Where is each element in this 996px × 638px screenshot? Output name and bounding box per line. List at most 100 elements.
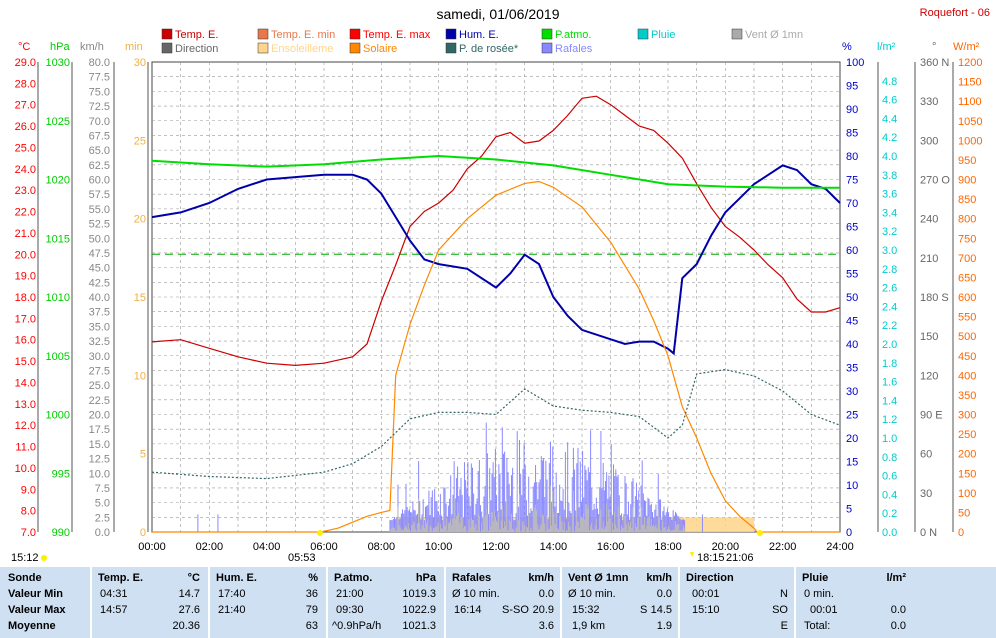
press-tick: 990 bbox=[52, 527, 70, 539]
gust-column: Rafales km/h Ø 10 min. 0.0 16:14 S-SO 20… bbox=[444, 567, 560, 638]
rain-max-value: 0.0 bbox=[890, 604, 906, 616]
solar-tick: 200 bbox=[958, 449, 976, 461]
temp-tick: 11.0 bbox=[15, 442, 36, 454]
series-line bbox=[151, 154, 840, 189]
gust-max-dir: S-SO bbox=[502, 604, 529, 616]
temp-tick: 9.0 bbox=[21, 484, 36, 496]
wind-tick: 75.0 bbox=[89, 86, 110, 98]
sunset-time: 21:06 bbox=[726, 552, 754, 564]
solar-tick: 700 bbox=[958, 253, 976, 265]
temp-tick: 28.0 bbox=[15, 78, 36, 90]
sun-tick: 5 bbox=[140, 449, 146, 461]
gust-max-value: 20.9 bbox=[532, 604, 554, 616]
time-1815: 18:15 bbox=[697, 552, 725, 564]
legend-swatch bbox=[541, 42, 553, 54]
rain-unit-cell: l/m² bbox=[886, 572, 906, 584]
chart-title: samedi, 01/06/2019 bbox=[437, 6, 560, 22]
hum-tick: 0 bbox=[846, 527, 852, 539]
gust-max-time: 16:14 bbox=[454, 604, 482, 616]
wind-tick: 50.0 bbox=[89, 233, 110, 245]
sun-tick: 10 bbox=[134, 370, 146, 382]
temp-tick: 20.0 bbox=[15, 249, 36, 261]
hum-header: Hum. E. bbox=[216, 572, 257, 584]
legend: Temp. E. Temp. E. min Temp. E. max Hum. E. P… bbox=[161, 28, 803, 55]
dir-avg-value: E bbox=[780, 620, 788, 632]
wind-max-dir: S bbox=[640, 604, 648, 616]
temp-column: Temp. E. °C 04:31 14.7 14:57 27.6 20.36 bbox=[90, 567, 208, 638]
solar-tick: 950 bbox=[958, 155, 976, 167]
hum-min-value: 36 bbox=[305, 588, 318, 600]
rain-min-label: 0 min. bbox=[804, 588, 834, 600]
wind-distance: 1,9 km bbox=[572, 620, 606, 632]
legend-swatch bbox=[349, 42, 361, 54]
row-label-avg: Moyenne bbox=[8, 620, 56, 632]
wind-header: Vent Ø 1mn bbox=[568, 572, 629, 584]
wind-column: Vent Ø 1mn km/h Ø 10 min. 0.0 15:32 S 14… bbox=[560, 567, 678, 638]
hum-tick: 40 bbox=[846, 339, 858, 351]
temp-tick: 27.0 bbox=[15, 100, 36, 112]
solar-tick: 1100 bbox=[958, 96, 982, 108]
temp-tick: 19.0 bbox=[15, 271, 36, 283]
legend-label: P. de rosée* bbox=[459, 43, 519, 55]
rain-tick: 1.8 bbox=[882, 358, 897, 370]
x-tick-label: 24:00 bbox=[826, 541, 854, 553]
solar-tick: 750 bbox=[958, 233, 976, 245]
temp-unit-cell: °C bbox=[187, 572, 200, 584]
wind-tick: 35.0 bbox=[89, 321, 110, 333]
rain-tick: 3.2 bbox=[882, 226, 897, 238]
press-max-time: 09:30 bbox=[336, 604, 364, 616]
gust-min-label: Ø 10 min. bbox=[452, 588, 500, 600]
dir-min-value: N bbox=[780, 588, 788, 600]
rain-header: Pluie bbox=[802, 572, 829, 584]
dir-max-time: 15:10 bbox=[692, 604, 720, 616]
x-tick-label: 02:00 bbox=[196, 541, 224, 553]
dir-tick: 270 O bbox=[920, 175, 950, 187]
solar-tick: 1050 bbox=[958, 116, 982, 128]
x-axis-ticks: 00:00 02:00 04:00 06:00 08:00 10:00 12:00 14:00… bbox=[138, 541, 854, 553]
wind-max-value: 14.5 bbox=[650, 604, 672, 616]
gust-avg-value: 3.6 bbox=[538, 620, 554, 632]
hum-tick: 30 bbox=[846, 386, 858, 398]
legend-label: Vent Ø 1mn bbox=[745, 29, 803, 41]
legend-label: Rafales bbox=[555, 43, 593, 55]
rain-tick: 3.8 bbox=[882, 170, 897, 182]
rain-max-time: 00:01 bbox=[810, 604, 838, 616]
dir-tick: 0 N bbox=[920, 527, 937, 539]
rain-tick: 3.0 bbox=[882, 245, 897, 257]
rain-tick: 0.2 bbox=[882, 508, 897, 520]
temp-tick: 23.0 bbox=[15, 185, 36, 197]
press-trend: ^0.9hPa/h bbox=[332, 620, 382, 632]
sunrise-icon bbox=[317, 530, 323, 536]
marker-icon bbox=[690, 552, 694, 557]
gust-min-value: 0.0 bbox=[538, 588, 554, 600]
hum-tick: 70 bbox=[846, 198, 858, 210]
wind-tick: 2.5 bbox=[95, 512, 110, 524]
wind-tick: 12.5 bbox=[89, 454, 110, 466]
hum-tick: 60 bbox=[846, 245, 858, 257]
gust-header: Rafales bbox=[452, 572, 492, 584]
hum-tick: 10 bbox=[846, 480, 858, 492]
axes: 29.0 28.0 27.0 26.0 25.0 24.0 23.0 22.0 21.0 20.0… bbox=[15, 57, 983, 539]
sun-unit: min bbox=[125, 41, 143, 53]
x-tick-label: 08:00 bbox=[368, 541, 396, 553]
press-tick: 1010 bbox=[46, 292, 70, 304]
rain-tick: 0.8 bbox=[882, 452, 897, 464]
row-label-max: Valeur Max bbox=[8, 604, 66, 616]
rain-unit: l/m² bbox=[877, 41, 896, 53]
legend-label: Temp. E. bbox=[175, 29, 218, 41]
legend-label: P.atmo. bbox=[555, 29, 592, 41]
rain-tick: 2.6 bbox=[882, 283, 897, 295]
hum-tick: 5 bbox=[846, 504, 852, 516]
press-tick: 1000 bbox=[46, 410, 70, 422]
wind-tick: 17.5 bbox=[89, 424, 110, 436]
wind-tick: 70.0 bbox=[89, 116, 110, 128]
dir-header: Direction bbox=[686, 572, 734, 584]
wind-tick: 57.5 bbox=[89, 189, 110, 201]
temp-unit: °C bbox=[18, 41, 30, 53]
rain-tick: 1.2 bbox=[882, 414, 897, 426]
rain-tick: 3.6 bbox=[882, 189, 897, 201]
rain-tick: 2.0 bbox=[882, 339, 897, 351]
wind-tick: 0.0 bbox=[95, 527, 110, 539]
solar-tick: 900 bbox=[958, 175, 976, 187]
x-tick-label: 06:00 bbox=[310, 541, 338, 553]
